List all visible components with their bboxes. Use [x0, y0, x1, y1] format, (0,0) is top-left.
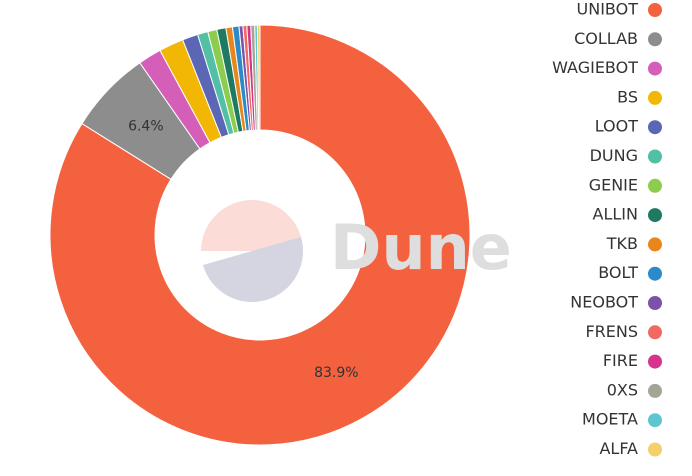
legend-label: COLLAB	[574, 29, 638, 48]
value-label: 83.9%	[314, 365, 358, 381]
legend-label: BOLT	[598, 263, 638, 282]
legend-swatch	[648, 120, 662, 135]
value-label: 6.4%	[128, 118, 164, 134]
legend-label: GENIE	[589, 175, 638, 194]
legend-label: BS	[617, 87, 638, 106]
legend-swatch	[648, 383, 662, 398]
legend-label: MOETA	[582, 410, 638, 429]
legend-label: 0XS	[607, 380, 638, 399]
legend-swatch	[648, 61, 662, 76]
legend-swatch	[648, 296, 662, 310]
legend-label: LOOT	[595, 117, 639, 136]
legend-label: ALFA	[599, 439, 638, 458]
legend-swatch	[648, 178, 662, 193]
legend-swatch	[648, 149, 662, 164]
watermark: Dune	[330, 211, 512, 284]
legend-label: UNIBOT	[577, 0, 639, 19]
legend-label: TKB	[606, 234, 638, 253]
slices	[49, 24, 471, 446]
legend-swatch	[648, 32, 662, 47]
legend-label: FRENS	[585, 322, 638, 341]
watermark-logo	[201, 200, 303, 302]
legend-label: FIRE	[603, 351, 638, 370]
legend-label: DUNG	[590, 146, 638, 165]
slice	[256, 24, 261, 131]
legend-swatch	[648, 3, 662, 17]
legend-label: WAGIEBOT	[552, 58, 638, 77]
legend-swatch	[648, 413, 662, 428]
legend-label: NEOBOT	[570, 293, 638, 312]
legend-swatch	[648, 237, 662, 252]
legend-label: ALLIN	[593, 205, 638, 224]
slice	[49, 24, 471, 446]
legend-swatch	[648, 208, 662, 223]
legend-swatch	[648, 325, 662, 340]
legend-swatch	[648, 354, 662, 369]
legend-swatch	[648, 266, 662, 281]
legend-swatch	[648, 90, 662, 105]
legend-swatch	[648, 442, 662, 457]
